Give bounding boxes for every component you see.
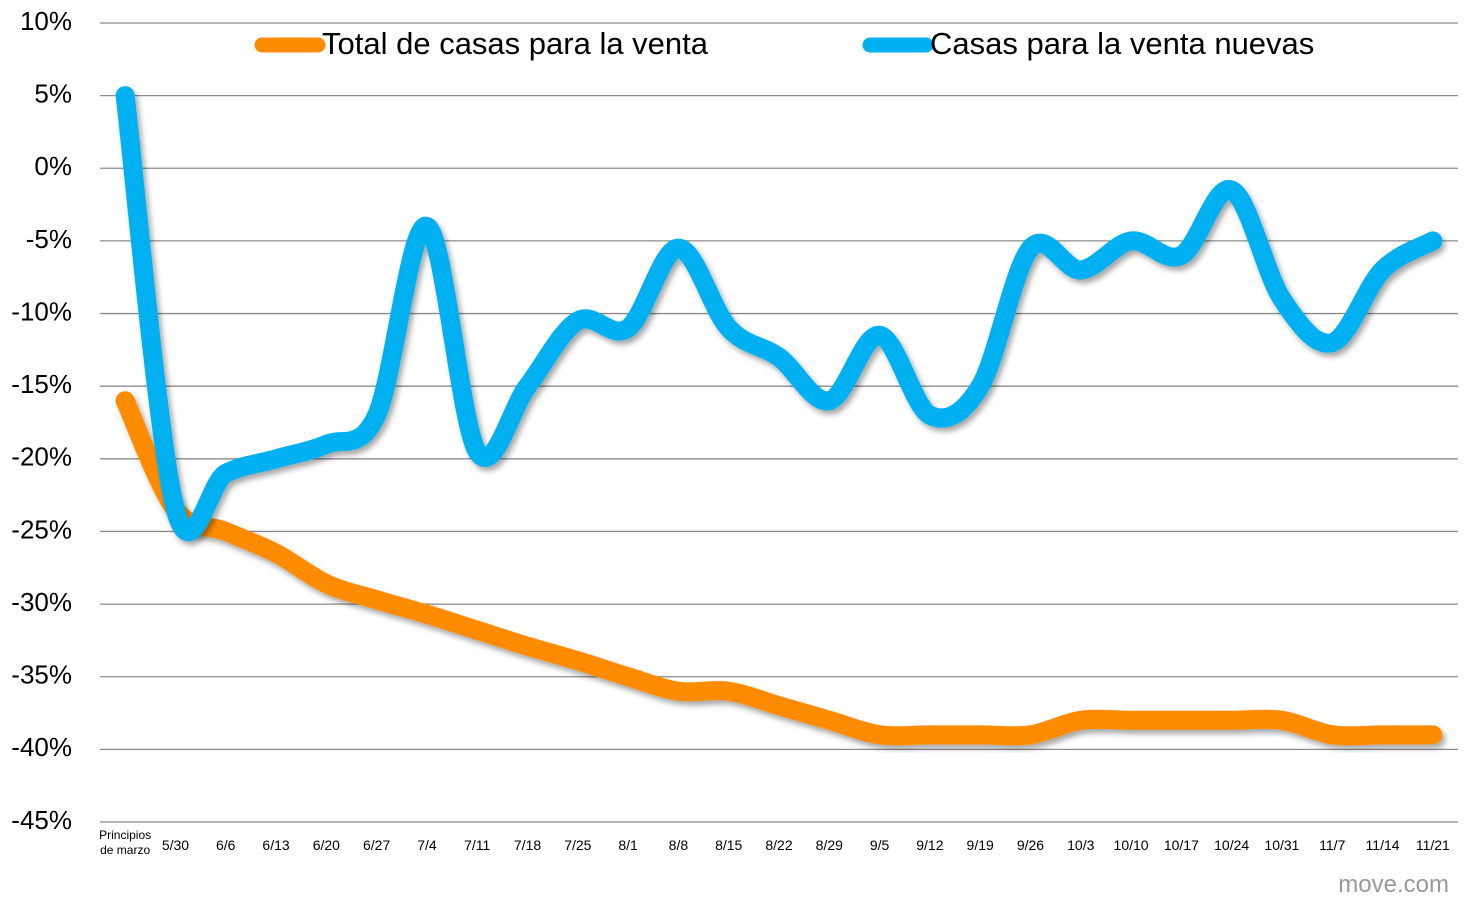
x-tick-label: 7/4 (417, 837, 437, 853)
x-tick-label: 8/8 (668, 837, 689, 853)
x-tick-label: 7/18 (513, 837, 542, 853)
y-tick-label: -30% (11, 587, 72, 617)
x-tick-label: 9/5 (869, 837, 890, 853)
x-tick-label: 8/29 (815, 837, 843, 853)
y-tick-label: -5% (26, 224, 72, 254)
y-tick-label: -10% (11, 296, 72, 326)
x-tick-label: 8/15 (715, 837, 743, 853)
x-tick-label: 5/30 (161, 837, 190, 853)
series-line (115, 86, 1443, 541)
x-tick-label: 6/27 (363, 837, 391, 853)
x-tick-label: Principios de marzo (99, 828, 152, 857)
y-tick-label: -25% (11, 514, 72, 544)
x-tick-label: 7/25 (564, 837, 592, 853)
series-line (115, 391, 1443, 746)
legend-label: Total de casas para la venta (322, 26, 709, 61)
y-tick-label: 0% (34, 151, 72, 181)
source: move.com (1338, 871, 1449, 898)
x-tick-label: 11/7 (1319, 837, 1346, 853)
x-tick-label: 10/3 (1067, 837, 1095, 853)
y-tick-label: -35% (11, 660, 72, 690)
x-tick-label: 11/14 (1365, 837, 1400, 853)
x-tick-label: 6/6 (216, 837, 236, 853)
y-tick-label: -45% (11, 805, 72, 835)
x-tick-label: 6/13 (262, 837, 290, 853)
y-tick-label: 5% (34, 79, 72, 109)
x-tick-label: 11/21 (1415, 837, 1450, 853)
x-tick-label: 10/10 (1113, 837, 1149, 853)
x-tick-label: 9/12 (916, 837, 944, 853)
x-tick-label: 8/1 (618, 837, 638, 853)
y-tick-label: -20% (11, 442, 72, 472)
y-tick-label: 10% (20, 6, 72, 36)
x-tick-label: 10/24 (1214, 837, 1250, 853)
x-tick-label: 6/20 (312, 837, 340, 853)
x-tick-label: 10/31 (1264, 837, 1300, 853)
x-tick-label: 9/19 (966, 837, 994, 853)
x-tick-label: 9/26 (1016, 837, 1045, 853)
x-tick-label: 8/22 (765, 837, 793, 853)
x-tick-label: 7/11 (464, 837, 491, 853)
x-tick-label: 10/17 (1163, 837, 1199, 853)
y-tick-label: -40% (11, 732, 72, 762)
legend-label: Casas para la venta nuevas (930, 26, 1314, 61)
y-tick-label: -15% (11, 369, 72, 399)
